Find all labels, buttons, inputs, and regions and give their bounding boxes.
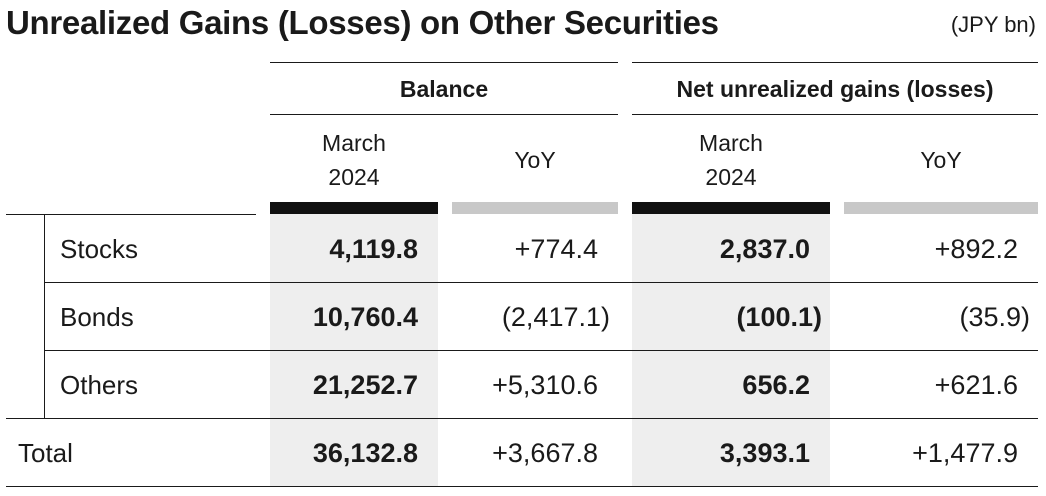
group-rule: [270, 114, 618, 115]
cell-bonds-balance: 10,760.4: [312, 302, 418, 332]
cell-total-net-yoy: +1,477.9: [912, 438, 1018, 468]
header-bar: [452, 202, 618, 214]
subheader-balance-yoy: YoY: [514, 147, 556, 173]
cell-others-balance-yoy: +5,310.6: [492, 370, 598, 400]
row-label-others: Others: [60, 370, 139, 400]
group-top-rule: [270, 62, 618, 63]
row-label-bonds: Bonds: [60, 302, 134, 332]
cell-others-net-yoy: +621.6: [934, 370, 1018, 400]
group-top-rule: [632, 62, 1038, 63]
cell-stocks-net-yoy: +892.2: [934, 234, 1018, 264]
cell-others-balance: 21,252.7: [312, 370, 418, 400]
group-rule: [632, 114, 1038, 115]
cell-others-net: 656.2: [742, 370, 810, 400]
header-bar: [844, 202, 1038, 214]
row-rule: [44, 282, 1038, 283]
row-rule: [6, 418, 1038, 419]
cell-bonds-balance-yoy: (2,417.1): [501, 302, 610, 332]
header-bar: [632, 202, 830, 214]
cell-total-net: 3,393.1: [719, 438, 810, 468]
group-header-balance: Balance: [399, 76, 489, 102]
group-header-net-unrealized: Net unrealized gains (losses): [676, 76, 994, 102]
subheader-net-yoy: YoY: [920, 147, 962, 173]
cell-bonds-net-yoy: (35.9): [959, 302, 1030, 332]
row-rule: [6, 214, 256, 215]
subheader-net-march-2024: March 2024: [699, 130, 763, 190]
header-bar: [270, 202, 438, 214]
row-rule: [6, 486, 1038, 487]
row-rule: [44, 350, 1038, 351]
cell-stocks-balance-yoy: +774.4: [514, 234, 598, 264]
subitem-bracket: [44, 214, 45, 418]
row-label-total: Total: [18, 438, 73, 468]
subheader-balance-march-2024: March 2024: [322, 130, 386, 190]
cell-stocks-net: 2,837.0: [719, 234, 810, 264]
page-title: Unrealized Gains (Losses) on Other Secur…: [6, 4, 719, 41]
cell-stocks-balance: 4,119.8: [329, 234, 418, 264]
cell-total-balance: 36,132.8: [312, 438, 418, 468]
unit-label: (JPY bn): [950, 12, 1036, 37]
cell-bonds-net: (100.1): [736, 302, 822, 332]
cell-total-balance-yoy: +3,667.8: [492, 438, 598, 468]
row-label-stocks: Stocks: [60, 234, 139, 264]
